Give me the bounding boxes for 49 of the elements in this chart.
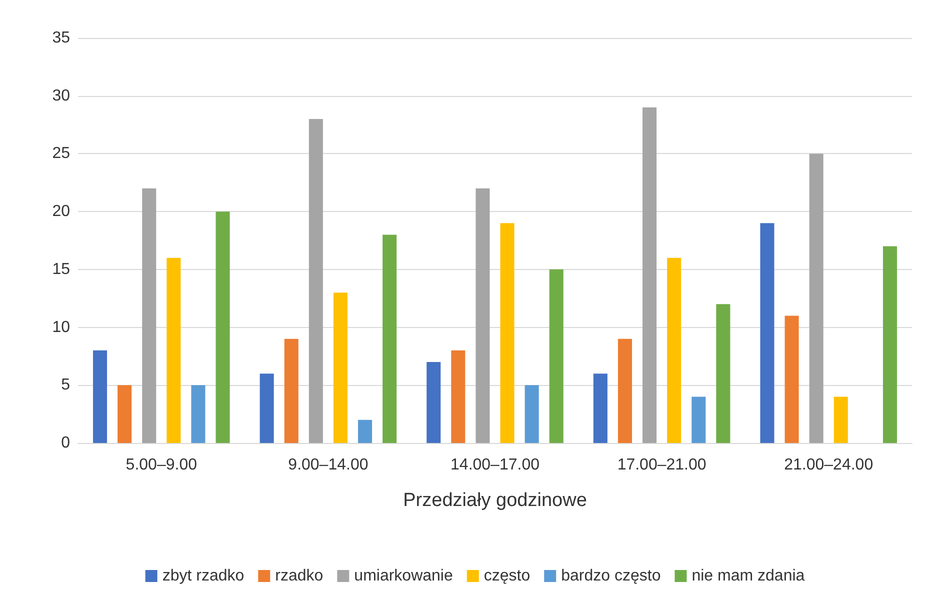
x-tick-label: 14.00–17.00 <box>450 456 540 474</box>
bar <box>716 304 730 443</box>
y-tick-label: 10 <box>52 318 70 336</box>
bar <box>142 188 156 443</box>
y-tick-label: 20 <box>52 203 70 220</box>
bar <box>260 374 274 443</box>
bar <box>834 396 848 443</box>
bar <box>426 362 441 443</box>
bar <box>760 223 774 443</box>
bar <box>667 258 682 443</box>
bar <box>784 316 799 443</box>
bar <box>451 350 466 443</box>
bar <box>333 292 348 443</box>
bar <box>382 234 397 443</box>
legend-label: zbyt rzadko <box>162 568 244 584</box>
bar <box>692 396 706 443</box>
bar <box>809 154 824 443</box>
bar <box>642 107 657 443</box>
bar <box>524 385 539 443</box>
x-axis-title: Przedziały godzinowe <box>403 490 587 511</box>
y-tick-label: 15 <box>52 260 70 278</box>
bar <box>93 350 108 443</box>
x-tick-label: 17.00–21.00 <box>617 456 706 474</box>
bar <box>476 188 490 443</box>
x-tick-label: 21.00–24.00 <box>784 456 874 474</box>
x-tick-label: 5.00–9.00 <box>126 456 198 474</box>
bar <box>549 269 564 443</box>
y-tick-label: 0 <box>61 434 70 452</box>
bar <box>118 385 132 443</box>
bar <box>500 223 514 443</box>
bar <box>358 420 372 443</box>
bar <box>191 385 206 443</box>
legend-label: bardzo często <box>561 568 661 584</box>
bar <box>216 212 230 443</box>
x-tick-label: 9.00–14.00 <box>288 456 368 474</box>
legend-label: często <box>484 568 530 584</box>
bar <box>166 258 181 443</box>
y-tick-label: 5 <box>61 376 70 394</box>
bar <box>882 246 897 443</box>
bar <box>618 338 632 443</box>
legend-label: rzadko <box>275 568 324 584</box>
bar <box>593 374 608 443</box>
legend-label: umiarkowanie <box>354 568 453 584</box>
bar <box>284 338 298 443</box>
bar <box>308 119 323 443</box>
y-tick-label: 25 <box>52 145 70 162</box>
y-tick-label: 35 <box>52 30 70 46</box>
legend-label: nie mam zdania <box>692 568 805 584</box>
y-tick-label: 30 <box>52 87 70 104</box>
